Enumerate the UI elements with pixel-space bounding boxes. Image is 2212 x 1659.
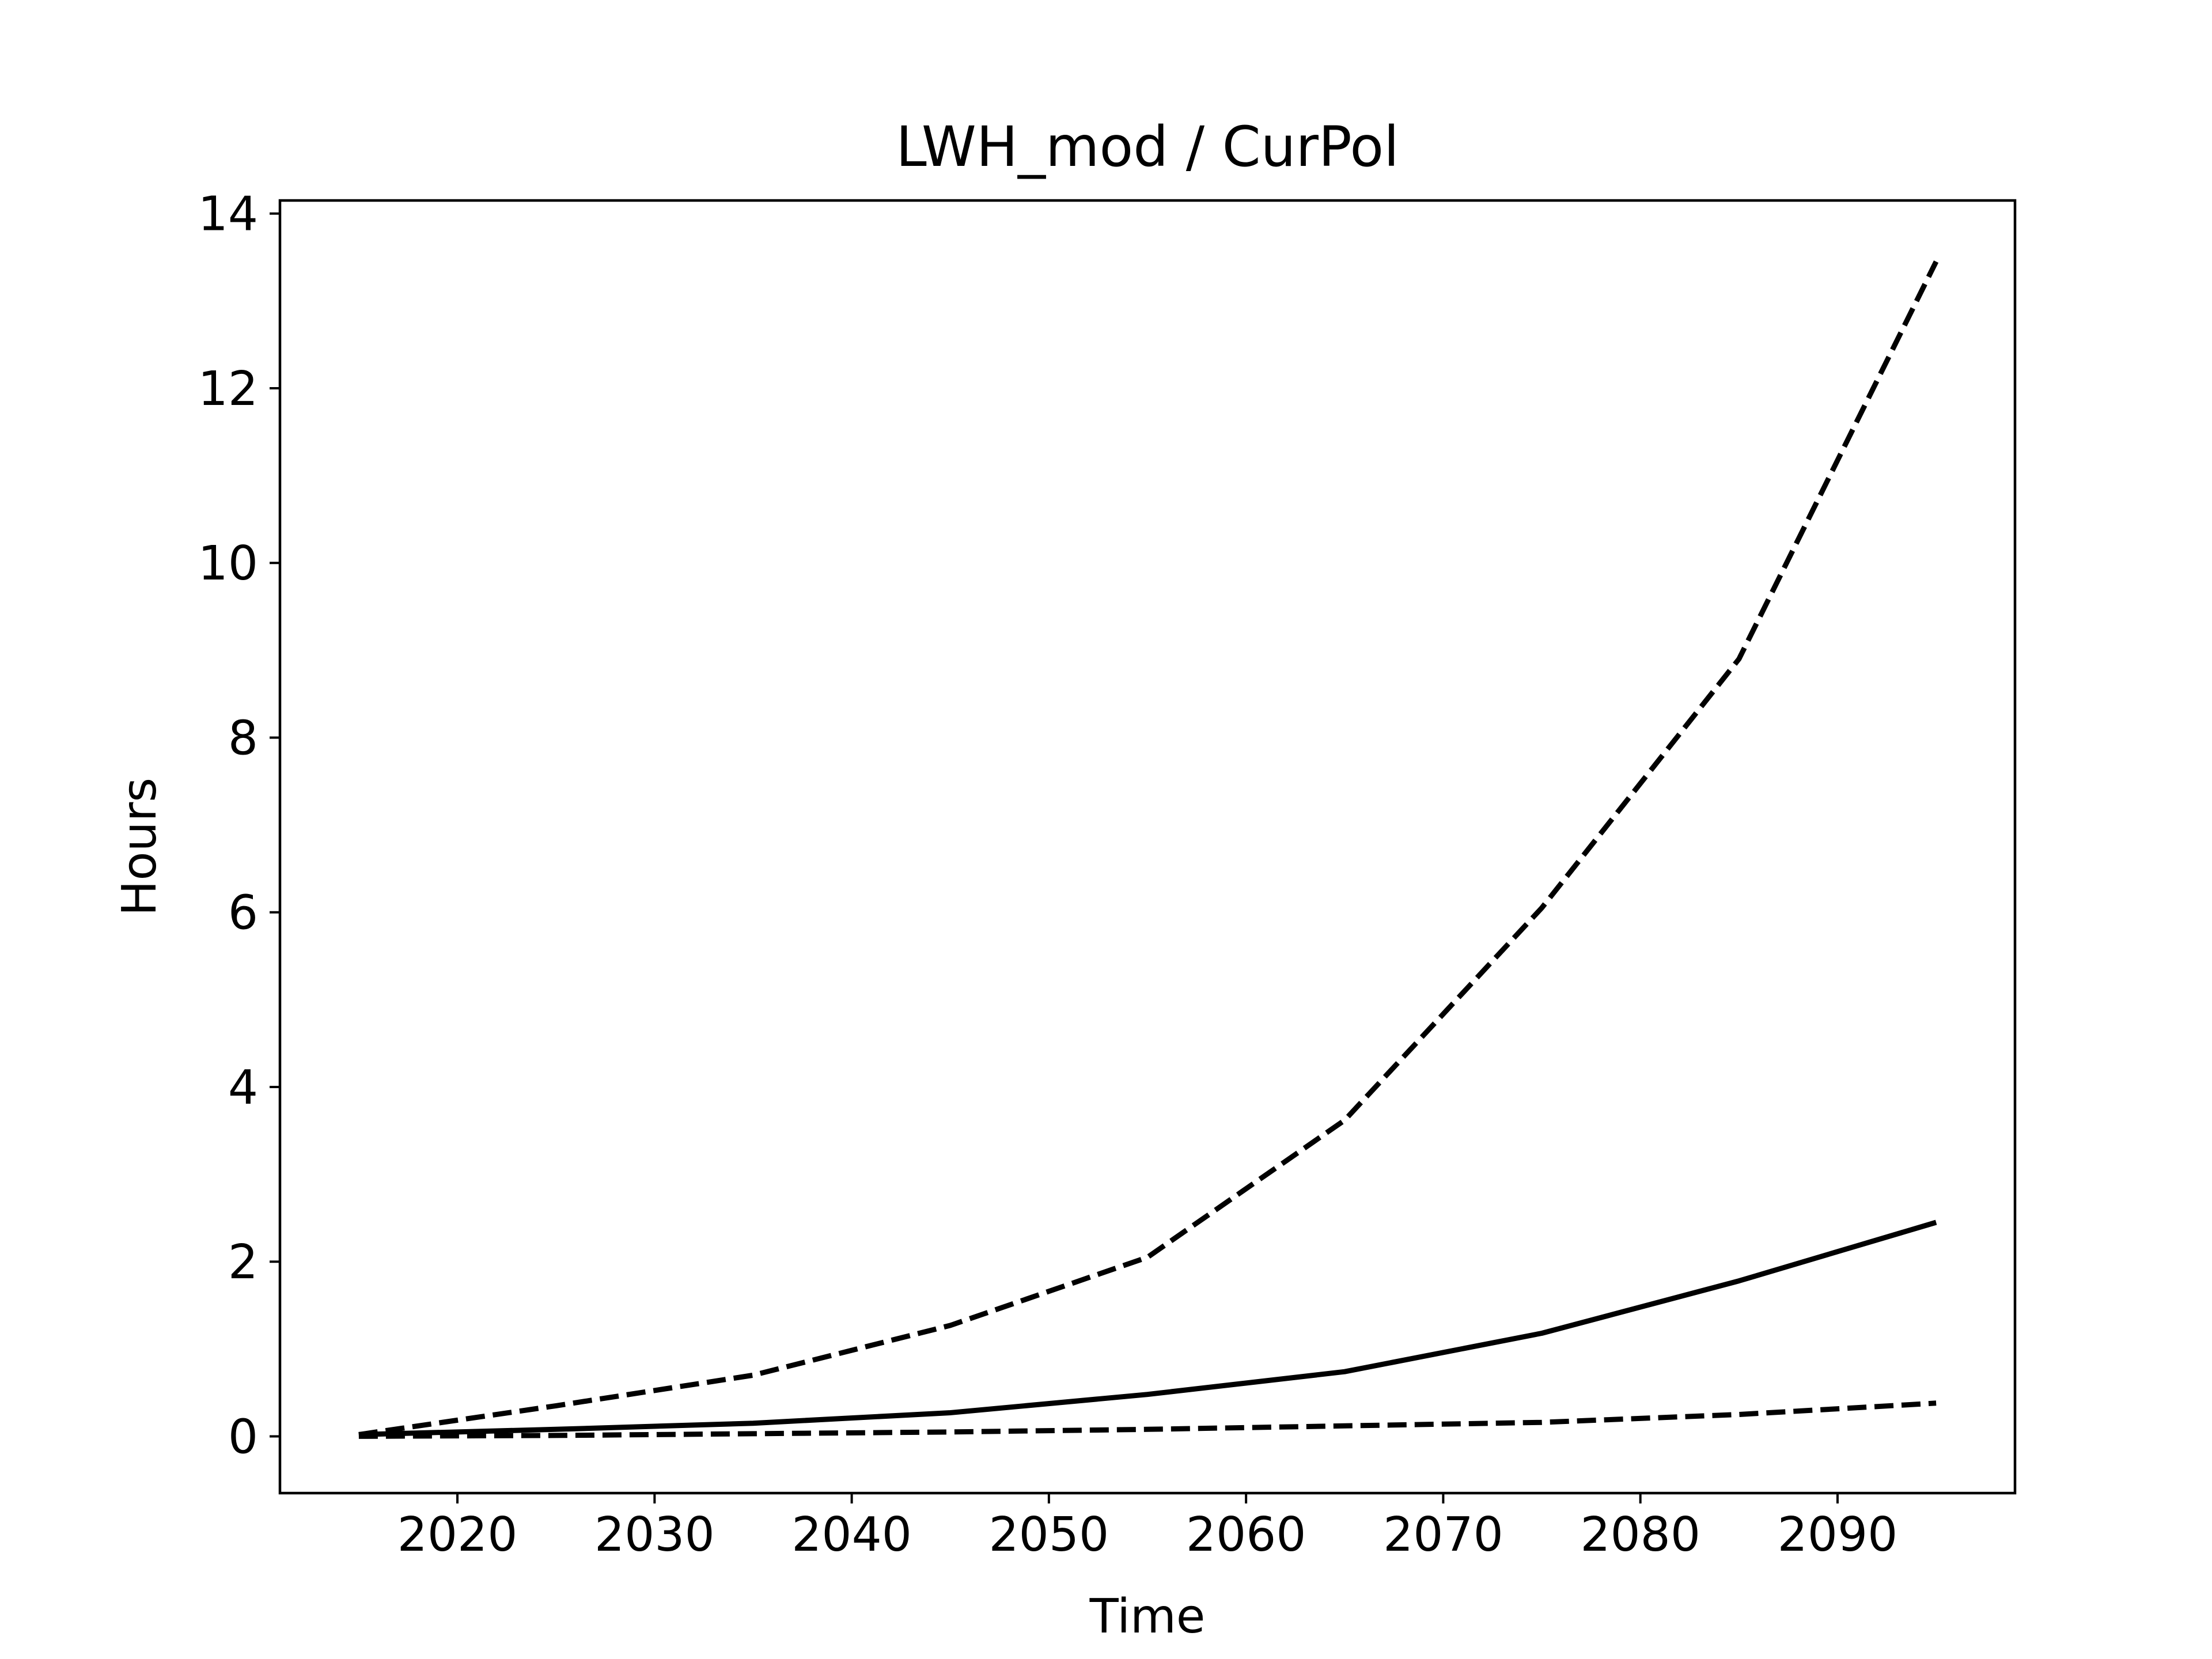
series-line-2 (358, 1219, 1937, 1437)
x-tick-label: 2060 (1186, 1508, 1306, 1562)
x-tick-label: 2040 (791, 1508, 912, 1562)
series-line-3 (358, 1400, 1937, 1439)
y-tick-label: 8 (228, 711, 258, 766)
x-tick-label: 2030 (594, 1508, 715, 1562)
x-axis-label: Time (1089, 1589, 1206, 1644)
chart-title: LWH_mod / CurPol (896, 115, 1399, 179)
x-tick-label: 2050 (989, 1508, 1109, 1562)
y-axis-label: Hours (112, 778, 167, 916)
x-tick-label: 2020 (397, 1508, 518, 1562)
y-tick-label: 14 (198, 187, 258, 242)
y-tick-label: 12 (198, 362, 258, 416)
plot-frame (278, 199, 2017, 1495)
y-tick-label: 10 (198, 536, 258, 591)
y-tick-label: 2 (228, 1235, 258, 1290)
x-tick-label: 2080 (1580, 1508, 1700, 1562)
y-tick-label: 0 (228, 1410, 258, 1464)
x-tick-label: 2070 (1383, 1508, 1503, 1562)
x-tick-label: 2090 (1778, 1508, 1898, 1562)
series-line-1 (358, 260, 1939, 1437)
y-axis: 0 2 4 6 8 10 12 14 (198, 187, 280, 1464)
x-axis: 2020 2030 2040 2050 2060 2070 2080 2090 (397, 1493, 1898, 1562)
plot-area (358, 260, 1939, 1439)
y-tick-label: 6 (228, 886, 258, 941)
y-tick-label: 4 (228, 1060, 258, 1115)
